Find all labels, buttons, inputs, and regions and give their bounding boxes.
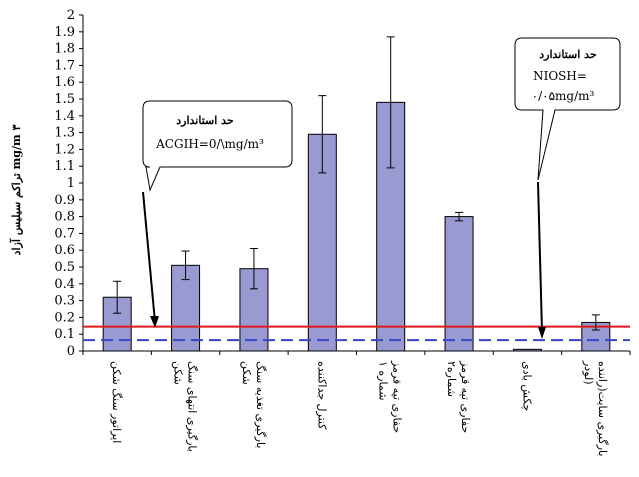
- category-label-line: لودر): [582, 360, 595, 385]
- callout-acgih-text: ACGIH=0/\mg/m³: [155, 137, 264, 151]
- y-tick-label: 0.1: [54, 327, 75, 342]
- category-label-line: شکن: [172, 361, 185, 385]
- error-bar: [386, 36, 395, 169]
- callout-niosh-line2: ۰/۰۵mg/m³: [532, 89, 595, 103]
- y-tick-label: 1.6: [54, 75, 75, 90]
- callout-niosh-line1: NIOSH=: [533, 69, 587, 83]
- category-label-line: حفاری تپه قرمز: [391, 360, 404, 433]
- category-label: کنترل جداکننده: [315, 361, 328, 430]
- y-tick-label: 0.8: [54, 210, 75, 225]
- y-tick-label: 0.3: [54, 294, 75, 309]
- y-tick-label: 0: [67, 344, 75, 359]
- category-label-line: شماره ۱: [377, 361, 390, 400]
- y-tick-label: 0.4: [54, 277, 75, 292]
- category-label-line: کنترل جداکننده: [315, 361, 328, 430]
- y-tick-label: 1.5: [54, 92, 75, 107]
- error-bar: [591, 314, 600, 331]
- y-tick-label: 1.4: [54, 109, 75, 124]
- callout-niosh-arrowhead: [538, 327, 546, 339]
- y-tick-label: 1.2: [54, 142, 75, 157]
- error-bar: [455, 211, 464, 222]
- y-tick-label: 1.7: [54, 58, 75, 73]
- error-bar: [249, 248, 258, 290]
- error-bar: [181, 250, 190, 281]
- error-bar: [113, 280, 122, 314]
- y-tick-label: 1.3: [54, 126, 75, 141]
- category-label-line: بارگیری سایت(راننده: [596, 361, 609, 456]
- y-tick-label: 2: [67, 8, 75, 23]
- category-label-line: بارگیری تغذیه سنگ: [254, 361, 267, 448]
- bar: [444, 216, 474, 352]
- y-axis-label-text: تراکم سیلیس آزاد mg/m ۳: [9, 125, 23, 256]
- callout-niosh-box: [514, 37, 621, 181]
- category-label-line: چکش بادی: [520, 361, 533, 411]
- y-tick-label: 1.9: [54, 25, 75, 40]
- bar: [512, 348, 542, 352]
- callout-acgih-title: حد استاندارد: [176, 114, 234, 127]
- callout-niosh: حد استاندارد NIOSH= ۰/۰۵mg/m³: [514, 37, 621, 339]
- category-label-line: اپراتور سنگ شکن: [110, 361, 123, 443]
- category-label: اپراتور سنگ شکن: [110, 361, 123, 443]
- y-tick-label: 1: [67, 176, 75, 191]
- category-label: چکش بادی: [520, 361, 533, 411]
- y-tick-label: 0.5: [54, 260, 75, 275]
- y-tick-label: 0.2: [54, 310, 75, 325]
- callout-acgih-box: [142, 100, 293, 192]
- reference-lines: [83, 325, 630, 342]
- y-tick-label: 0.7: [54, 226, 75, 241]
- callout-acgih-arrowhead: [150, 316, 159, 328]
- callout-acgih: حد استاندارد ACGIH=0/\mg/m³: [142, 100, 293, 328]
- y-tick-label: 1.1: [54, 159, 75, 174]
- y-tick-label: 0.9: [54, 193, 75, 208]
- category-label-line: شکن: [240, 361, 253, 385]
- y-tick-label: 1.8: [54, 42, 75, 57]
- error-bars: [113, 36, 600, 331]
- category-label-line: بارگیری انتهای سنگ: [186, 361, 199, 452]
- category-label-line: شماره۲: [445, 361, 458, 397]
- y-tick-label: 0.6: [54, 243, 75, 258]
- callout-niosh-arrow: [537, 181, 543, 333]
- y-axis-label: تراکم سیلیس آزاد mg/m ۳: [9, 125, 23, 256]
- callout-niosh-title: حد استاندارد: [539, 48, 597, 61]
- category-label-line: حفاری تپه قرمز: [459, 360, 472, 433]
- callout-acgih-arrow: [142, 191, 156, 323]
- y-tick-labels: 0 0.1 0.20.3 0.4 0.5 0.6 0.70.8 0.9 1 1.1 1.21.3 1.…: [54, 8, 75, 359]
- error-bar: [318, 95, 327, 174]
